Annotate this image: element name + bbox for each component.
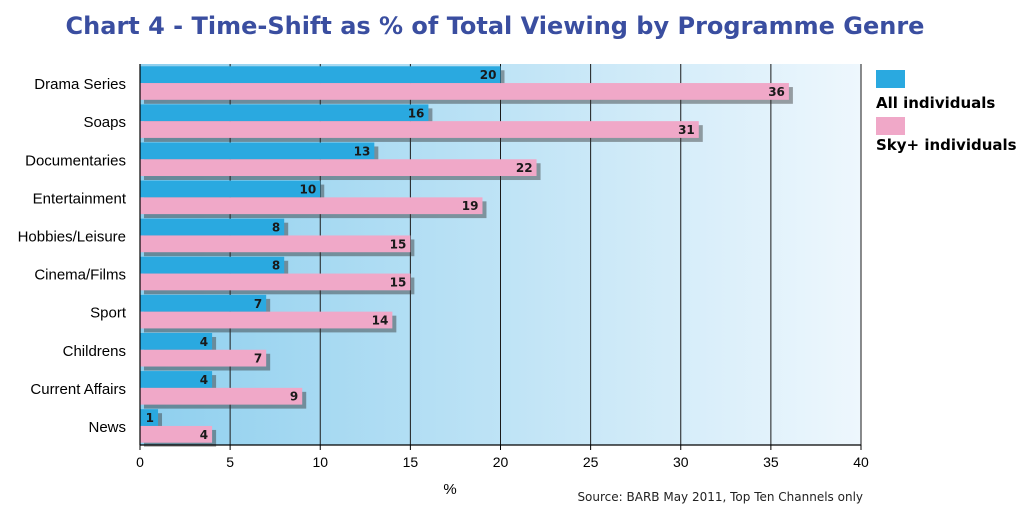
bar-sky-individuals	[140, 349, 267, 367]
bar-sky-individuals	[140, 387, 303, 405]
bar-sky-individuals	[140, 235, 411, 253]
bar-sky-individuals	[140, 121, 699, 138]
bar-sky-individuals	[140, 159, 537, 177]
bar-value-label: 36	[768, 85, 785, 99]
x-tick-label: 15	[403, 454, 419, 470]
legend-swatch-sky-individuals	[876, 117, 905, 135]
bar-value-label: 9	[290, 390, 298, 404]
bar-value-label: 1	[146, 411, 154, 425]
bar-value-label: 8	[272, 259, 280, 273]
bar-value-label: 15	[390, 237, 407, 251]
category-label: Sport	[90, 305, 127, 322]
category-label: Soaps	[83, 114, 126, 131]
bar-value-label: 19	[462, 199, 479, 213]
bar-sky-individuals	[140, 273, 411, 291]
category-label: Hobbies/Leisure	[18, 228, 126, 245]
x-tick-label: 20	[493, 454, 509, 470]
bar-all-individuals	[140, 142, 375, 160]
bar-value-label: 4	[200, 428, 208, 442]
bar-all-individuals	[140, 332, 213, 350]
bar-value-label: 4	[200, 335, 208, 349]
bar-all-individuals	[140, 409, 159, 426]
bar-all-individuals	[140, 218, 285, 236]
category-label: Current Affairs	[30, 381, 126, 398]
bar-value-label: 7	[254, 352, 262, 366]
category-label: Entertainment	[33, 190, 127, 207]
chart-title: Chart 4 - Time-Shift as % of Total Viewi…	[65, 12, 925, 40]
x-tick-label: 40	[853, 454, 869, 470]
x-tick-label: 0	[136, 454, 144, 470]
bar-all-individuals	[140, 294, 267, 312]
bar-sky-individuals	[140, 197, 483, 215]
bar-all-individuals	[140, 371, 213, 388]
bar-value-label: 15	[390, 275, 407, 289]
bar-all-individuals	[140, 104, 429, 122]
source-note: Source: BARB May 2011, Top Ten Channels …	[577, 490, 863, 504]
bar-value-label: 10	[300, 182, 317, 196]
bar-value-label: 16	[408, 106, 425, 120]
bar-value-label: 22	[516, 161, 533, 175]
legend: All individuals Sky+ individuals	[876, 70, 1017, 154]
bar-value-label: 14	[372, 314, 389, 328]
x-axis-label: %	[443, 481, 456, 498]
bar-value-label: 20	[480, 68, 497, 82]
bar-all-individuals	[140, 256, 285, 274]
category-label: Cinema/Films	[34, 267, 126, 284]
legend-swatch-all-individuals	[876, 70, 905, 88]
category-label: News	[88, 419, 126, 436]
legend-label-sky-individuals: Sky+ individuals	[876, 136, 1017, 154]
bar-value-label: 8	[272, 221, 280, 235]
x-tick-label: 10	[312, 454, 328, 470]
bar-value-label: 7	[254, 297, 262, 311]
x-tick-label: 5	[226, 454, 234, 470]
x-tick-label: 30	[673, 454, 689, 470]
bar-sky-individuals	[140, 311, 393, 329]
category-label: Documentaries	[25, 152, 126, 169]
bar-value-label: 31	[678, 123, 695, 137]
bar-value-label: 4	[200, 373, 208, 387]
legend-label-all-individuals: All individuals	[876, 94, 995, 112]
x-tick-label: 35	[763, 454, 779, 470]
bar-all-individuals	[140, 180, 321, 198]
bar-sky-individuals	[140, 83, 789, 100]
bar-sky-individuals	[140, 425, 213, 443]
x-tick-label: 25	[583, 454, 599, 470]
category-label: Childrens	[63, 343, 126, 360]
category-label: Drama Series	[34, 76, 126, 93]
bar-all-individuals	[140, 66, 501, 84]
bar-value-label: 13	[354, 144, 371, 158]
